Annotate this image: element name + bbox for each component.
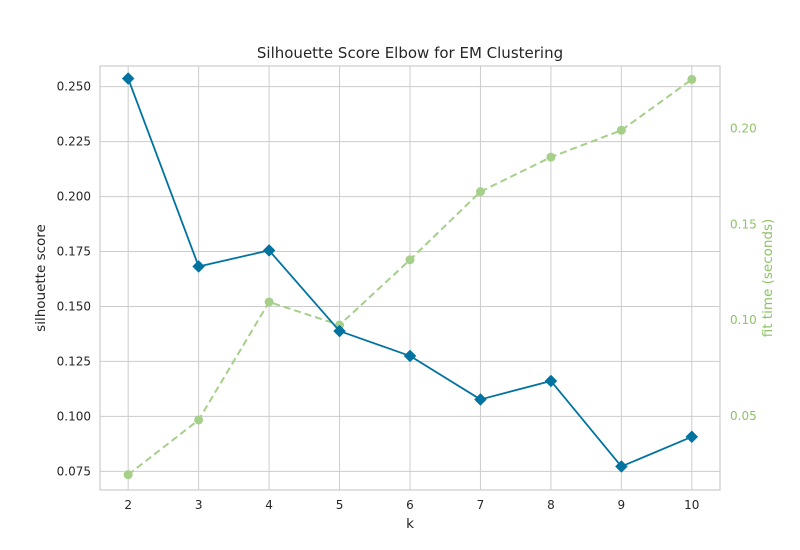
- fit-time-point: [405, 255, 415, 265]
- y-axis-label: silhouette score: [33, 224, 49, 332]
- fit-time-point: [687, 74, 697, 84]
- y-tick-label: 0.200: [57, 190, 91, 204]
- y2-tick-label: 0.15: [730, 217, 757, 231]
- y-tick-label: 0.100: [57, 409, 91, 423]
- y2-tick-label: 0.05: [730, 409, 757, 423]
- series-layer: [121, 72, 699, 480]
- silhouette-score-point: [474, 393, 487, 406]
- x-tick-label: 2: [124, 498, 132, 512]
- silhouette-score-point: [544, 374, 558, 388]
- x-axis-label: k: [406, 516, 414, 532]
- silhouette-score-point: [192, 260, 205, 273]
- silhouette-score-point: [121, 72, 135, 85]
- y-tick-label: 0.125: [57, 354, 91, 368]
- y2-tick-labels: 0.05 0.10 0.15 0.20: [730, 121, 757, 423]
- fit-time-point: [546, 152, 556, 162]
- y2-tick-label: 0.20: [730, 121, 757, 135]
- y-tick-label: 0.175: [57, 245, 91, 259]
- silhouette-score-point: [333, 324, 346, 338]
- silhouette-score-point: [262, 244, 276, 257]
- fit-time-point: [264, 297, 274, 307]
- x-tick-label: 8: [547, 498, 555, 512]
- grid: [100, 66, 720, 490]
- plot-border: [99, 65, 721, 491]
- y2-tick-label: 0.10: [730, 313, 757, 327]
- silhouette-score-point: [685, 430, 699, 444]
- y-tick-label: 0.225: [57, 135, 91, 149]
- x-tick-label: 10: [684, 498, 699, 512]
- y-tick-label: 0.075: [57, 464, 91, 478]
- x-tick-label: 4: [265, 498, 273, 512]
- fit-time-point: [475, 187, 485, 197]
- silhouette-score-point: [615, 460, 628, 473]
- x-tick-label: 9: [618, 498, 626, 512]
- fit-time-point: [123, 470, 133, 480]
- silhouette-score-series: [121, 72, 699, 473]
- chart-title: Silhouette Score Elbow for EM Clustering: [257, 44, 563, 62]
- x-tick-labels: 2 3 4 5 6 7 8 9 10: [124, 498, 699, 512]
- plot-frame: [99, 65, 721, 491]
- x-tick-label: 6: [406, 498, 414, 512]
- fit-time-point: [616, 125, 626, 135]
- x-tick-label: 5: [336, 498, 344, 512]
- x-tick-label: 3: [195, 498, 203, 512]
- y-tick-labels: 0.075 0.100 0.125 0.150 0.175 0.200 0.225 0.250: [57, 80, 91, 479]
- y-tick-label: 0.250: [57, 80, 91, 94]
- fit-time-point: [194, 415, 204, 425]
- y2-axis-label: fit time (seconds): [760, 219, 776, 338]
- silhouette-score-point: [403, 349, 417, 363]
- x-tick-label: 7: [477, 498, 485, 512]
- fit-time-series: [123, 74, 697, 480]
- y-tick-label: 0.150: [57, 299, 91, 313]
